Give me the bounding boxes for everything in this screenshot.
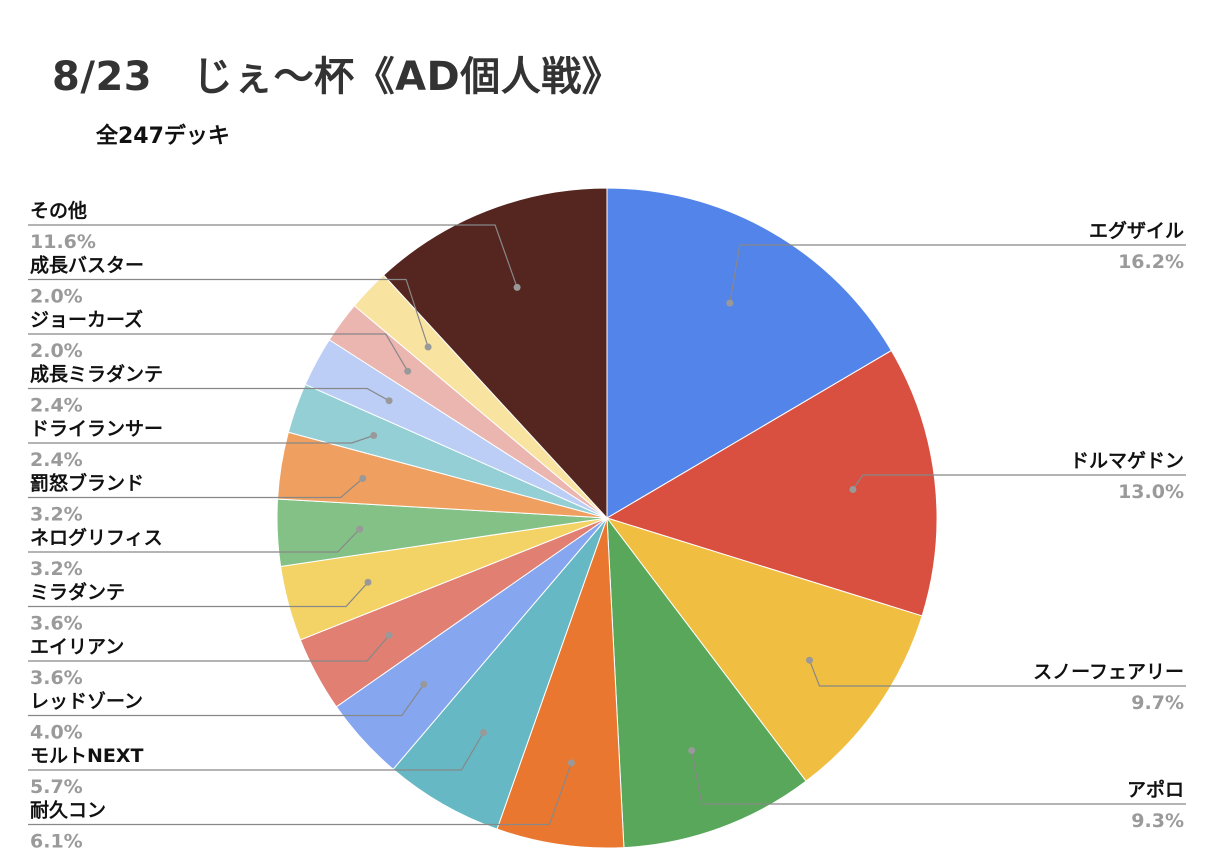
label-name-slice-8: エイリアン — [30, 636, 124, 658]
label-name-slice-10: ネログリフィス — [30, 526, 163, 549]
leader-dot-slice-4 — [688, 747, 696, 754]
leader-dot-slice-16 — [513, 283, 521, 291]
label-percent-slice-5: 6.1% — [30, 831, 83, 853]
label-percent-slice-3: 9.7% — [1131, 692, 1184, 714]
leader-dot-slice-15 — [424, 343, 432, 351]
label-percent-slice-9: 3.6% — [30, 613, 83, 635]
pie-slice-2 — [605, 349, 938, 617]
label-percent-slice-2: 13.0% — [1118, 481, 1184, 503]
label-percent-slice-10: 3.2% — [30, 558, 83, 580]
leader-dot-slice-8 — [385, 631, 393, 639]
leader-line-slice-9 — [28, 581, 369, 608]
label-name-slice-15: 成長バスター — [30, 254, 144, 277]
label-percent-slice-13: 2.4% — [30, 395, 83, 417]
label-name-slice-16: その他 — [30, 199, 87, 222]
label-percent-slice-6: 5.7% — [30, 776, 83, 798]
label-percent-slice-1: 16.2% — [1118, 251, 1184, 273]
pie-slice-16 — [382, 187, 608, 520]
leader-line-slice-1 — [729, 244, 1186, 304]
label-percent-slice-14: 2.0% — [30, 340, 83, 362]
label-name-slice-2: ドルマゲドン — [1070, 450, 1184, 472]
leader-dot-slice-13 — [385, 397, 393, 405]
label-percent-slice-16: 11.6% — [30, 231, 96, 253]
leader-line-slice-13 — [28, 387, 390, 402]
label-percent-slice-7: 4.0% — [30, 722, 83, 744]
leader-dot-slice-11 — [359, 475, 367, 482]
leader-dot-slice-3 — [806, 656, 813, 664]
leader-dot-slice-7 — [420, 680, 428, 688]
label-name-slice-3: スノーフェアリー — [1033, 661, 1184, 683]
label-name-slice-14: ジョーカーズ — [30, 308, 143, 331]
leader-dot-slice-2 — [849, 486, 857, 493]
label-name-slice-9: ミラダンテ — [30, 581, 125, 604]
label-name-slice-11: 罰怒ブランド — [30, 472, 144, 495]
label-name-slice-13: 成長ミラダンテ — [30, 363, 163, 386]
label-percent-slice-4: 9.3% — [1131, 810, 1184, 832]
label-percent-slice-11: 3.2% — [30, 504, 83, 526]
chart-subtitle: 全247デッキ — [96, 124, 230, 149]
label-name-slice-6: モルトNEXT — [30, 745, 144, 767]
leader-dot-slice-14 — [404, 367, 412, 375]
leader-line-slice-6 — [28, 732, 485, 771]
label-name-slice-12: ドライランサー — [30, 418, 163, 440]
leader-line-slice-12 — [28, 434, 374, 444]
label-percent-slice-12: 2.4% — [30, 449, 83, 471]
pie-slice-5 — [496, 517, 625, 849]
leader-dot-slice-5 — [567, 759, 575, 767]
label-percent-slice-8: 3.6% — [30, 667, 83, 689]
pie-slice-4 — [606, 516, 807, 849]
leader-line-slice-10 — [28, 528, 361, 553]
leader-dot-slice-12 — [370, 432, 378, 439]
leader-line-slice-16 — [28, 224, 518, 288]
leader-line-slice-7 — [28, 684, 425, 717]
leader-line-slice-11 — [28, 478, 364, 499]
leader-line-slice-5 — [28, 762, 572, 826]
leader-dot-slice-10 — [356, 525, 364, 533]
pie-slice-1 — [606, 187, 893, 519]
label-name-slice-1: エグザイル — [1089, 219, 1184, 242]
leader-line-slice-14 — [28, 333, 409, 372]
leader-line-slice-15 — [28, 278, 429, 348]
leader-dot-slice-1 — [726, 299, 734, 307]
label-percent-slice-15: 2.0% — [30, 286, 83, 308]
chart-title: 8/23 じぇ〜杯《AD個人戦》 — [52, 54, 623, 100]
leader-line-slice-2 — [852, 474, 1186, 490]
leader-dot-slice-6 — [480, 729, 487, 736]
pie-slice-3 — [605, 517, 923, 782]
label-name-slice-5: 耐久コン — [30, 799, 106, 822]
leader-line-slice-4 — [691, 750, 1186, 805]
leader-line-slice-3 — [808, 659, 1186, 687]
leader-line-slice-8 — [28, 634, 390, 662]
label-name-slice-4: アポロ — [1127, 778, 1184, 801]
leader-dot-slice-9 — [364, 578, 372, 586]
label-name-slice-7: レッドゾーン — [30, 691, 143, 713]
